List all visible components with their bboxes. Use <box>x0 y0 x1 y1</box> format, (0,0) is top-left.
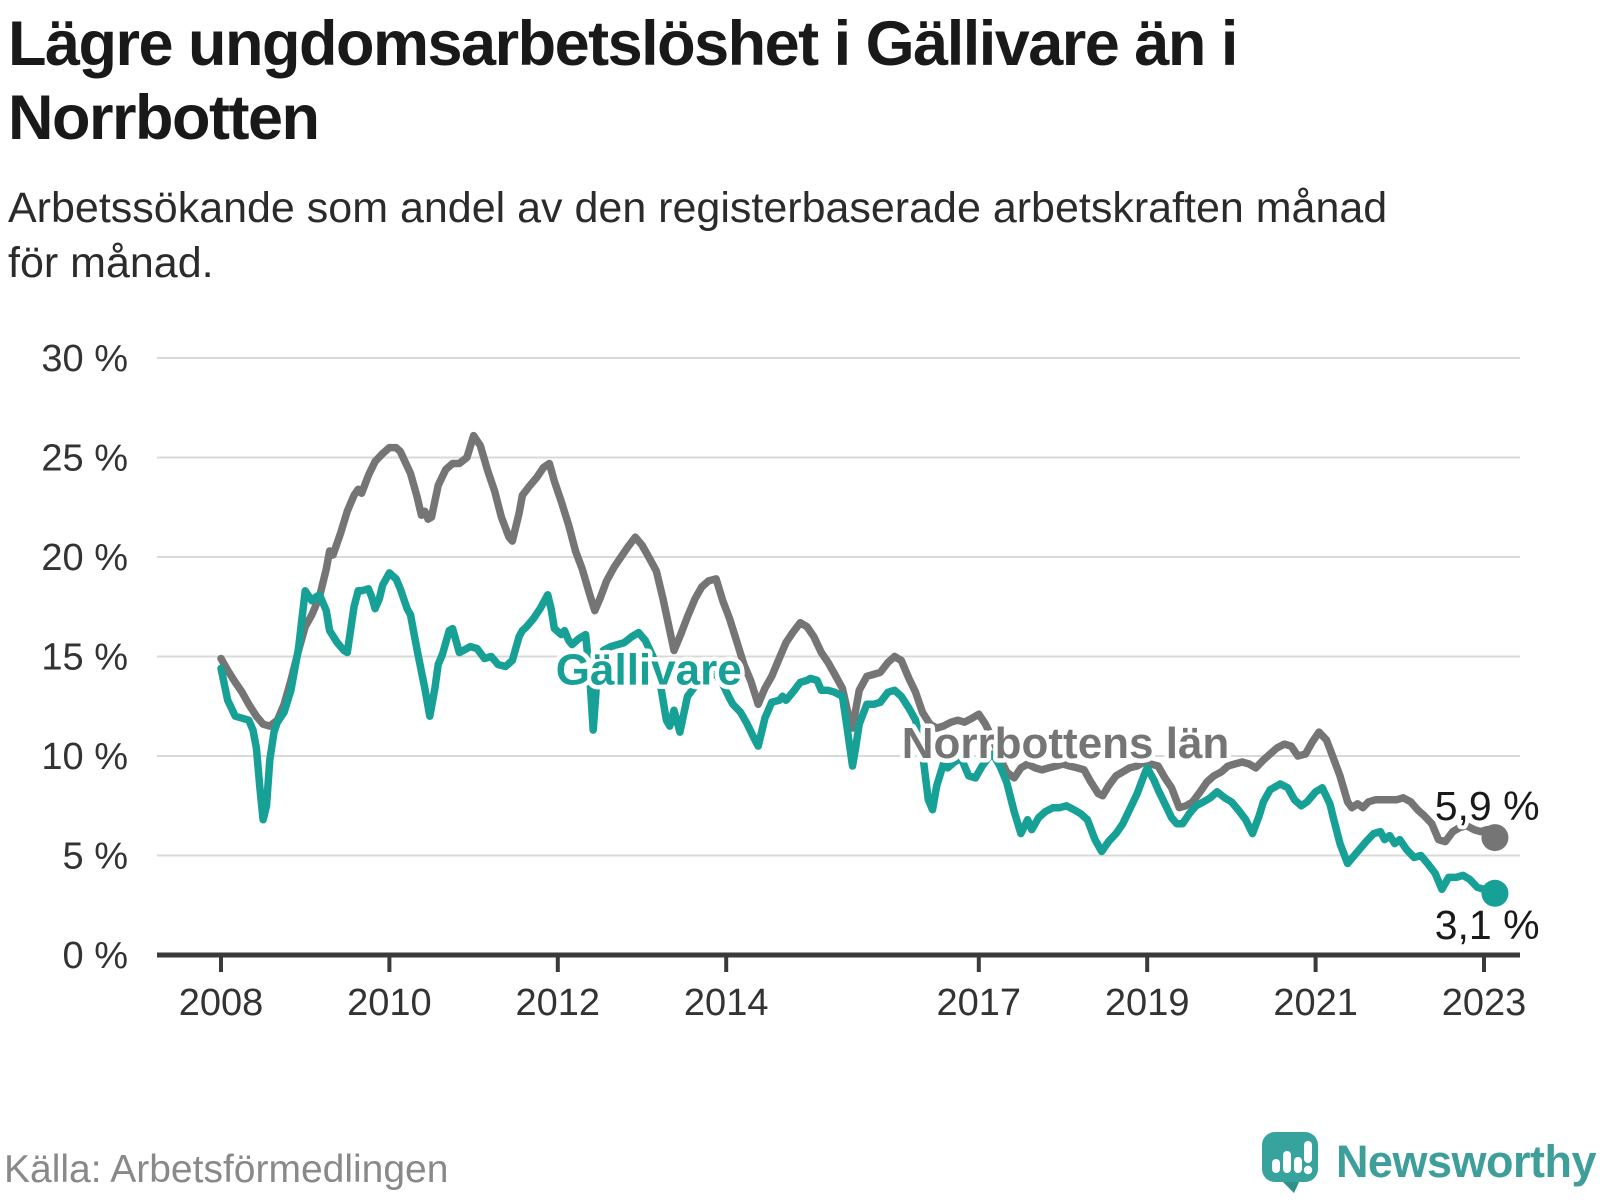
y-tick-label-25: 25 % <box>41 438 128 480</box>
x-tick-label-2014: 2014 <box>684 982 769 1024</box>
x-tick-label-2008: 2008 <box>179 982 264 1024</box>
chart-svg: 0 % 5 % 10 % 15 % 20 % 25 % 30 % 2008 2010 2012 20… <box>41 338 1543 1024</box>
x-tick-label-2021: 2021 <box>1273 982 1358 1024</box>
line-chart: 0 % 5 % 10 % 15 % 20 % 25 % 30 % 2008 2010 2012 20… <box>0 320 1600 1030</box>
gallivare-series-label: Gällivare <box>556 645 742 694</box>
subtitle-line-2: för månad. <box>8 238 214 287</box>
title-line-1: Lägre ungdomsarbetslöshet i Gällivare än… <box>8 9 1238 79</box>
norrbotten-line <box>217 431 1499 846</box>
x-tick-label-2023: 2023 <box>1442 982 1527 1024</box>
y-tick-label-20: 20 % <box>41 537 128 579</box>
norrbotten-value-label: 5,9 % <box>1435 783 1540 829</box>
gallivare-end-dot <box>1481 879 1509 907</box>
page-subtitle: Arbetssökande som andel av den registerb… <box>8 181 1592 289</box>
chart-header: Lägre ungdomsarbetslöshet i Gällivare än… <box>8 8 1592 290</box>
newsworthy-wordmark: Newsworthy <box>1335 1136 1597 1187</box>
source-note: Källa: Arbetsförmedlingen <box>4 1148 449 1191</box>
page-title: Lägre ungdomsarbetslöshet i Gällivare än… <box>8 8 1592 155</box>
norrbotten-series-label: Norrbottens län <box>902 719 1230 768</box>
title-line-2: Norrbotten <box>8 82 320 153</box>
y-tick-label-0: 0 % <box>63 935 128 977</box>
y-tick-label-10: 10 % <box>41 736 128 778</box>
y-tick-label-15: 15 % <box>41 637 128 679</box>
newsworthy-speech-bubble-icon <box>1261 1132 1318 1193</box>
norrbotten-end-dot <box>1481 824 1509 852</box>
x-tick-label-2010: 2010 <box>347 982 432 1024</box>
x-tick-label-2019: 2019 <box>1105 982 1190 1024</box>
x-tick-label-2017: 2017 <box>937 982 1022 1024</box>
gallivare-line <box>217 569 1499 898</box>
gallivare-value-label: 3,1 % <box>1435 902 1540 948</box>
y-tick-label-30: 30 % <box>41 338 128 380</box>
x-tick-label-2012: 2012 <box>516 982 601 1024</box>
newsworthy-logo: Newsworthy <box>1260 1130 1597 1194</box>
y-tick-label-5: 5 % <box>63 836 128 878</box>
subtitle-line-1: Arbetssökande som andel av den registerb… <box>8 184 1388 233</box>
